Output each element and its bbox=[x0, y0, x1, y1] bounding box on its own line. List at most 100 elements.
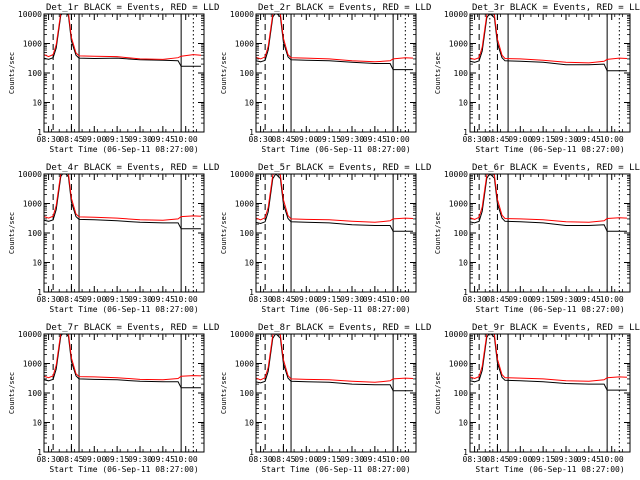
x-tick-label: 09:45 bbox=[151, 135, 175, 144]
x-tick-label: 09:00 bbox=[294, 455, 318, 464]
series-events-line bbox=[256, 334, 413, 392]
x-tick-label: 09:30 bbox=[554, 135, 578, 144]
x-tick-label: 09:30 bbox=[554, 295, 578, 304]
y-tick-label: 10000 bbox=[18, 10, 42, 19]
x-tick-label: 09:15 bbox=[317, 295, 341, 304]
x-tick-label: 09:00 bbox=[294, 295, 318, 304]
y-tick-label: 100 bbox=[28, 389, 43, 398]
x-tick-label: 09:15 bbox=[531, 455, 555, 464]
y-tick-label: 10 bbox=[32, 259, 42, 268]
x-tick-label: 09:30 bbox=[340, 295, 364, 304]
y-tick-label: 1000 bbox=[449, 200, 468, 209]
x-tick-label: 09:30 bbox=[128, 455, 152, 464]
x-tick-label: 09:30 bbox=[340, 455, 364, 464]
x-tick-label: 09:15 bbox=[105, 455, 129, 464]
x-tick-label: 09:15 bbox=[531, 135, 555, 144]
panel-1: Det_1r BLACK = Events, RED = LLD 1 10 100 10… bbox=[8, 3, 219, 154]
y-axis-label: Counts/sec bbox=[220, 372, 228, 414]
panel-title: Det_6r BLACK = Events, RED = LLD bbox=[472, 163, 640, 173]
y-tick-label: 100 bbox=[240, 229, 255, 238]
x-tick-label: 09:45 bbox=[363, 455, 387, 464]
x-tick-label: 09:15 bbox=[531, 295, 555, 304]
x-tick-label: 09:00 bbox=[294, 135, 318, 144]
x-axis-label: Start Time (06-Sep-11 08:27:00) bbox=[261, 465, 410, 474]
y-tick-label: 1 bbox=[37, 128, 42, 137]
plot-frame bbox=[255, 13, 417, 133]
y-tick-label: 1 bbox=[463, 288, 468, 297]
x-tick-label: 09:00 bbox=[82, 295, 106, 304]
series-events-line bbox=[44, 334, 201, 389]
x-tick-label: 08:30 bbox=[37, 295, 61, 304]
y-tick-label: 1000 bbox=[235, 200, 254, 209]
x-tick-label: 10:00 bbox=[600, 135, 624, 144]
x-tick-label: 10:00 bbox=[174, 135, 198, 144]
panel-title: Det_5r BLACK = Events, RED = LLD bbox=[258, 163, 431, 173]
x-tick-label: 08:30 bbox=[463, 455, 487, 464]
x-tick-label: 08:45 bbox=[59, 455, 83, 464]
panel-7: Det_7r BLACK = Events, RED = LLD 1 10 100 10… bbox=[8, 323, 219, 474]
y-axis-label: Counts/sec bbox=[8, 212, 16, 254]
x-tick-label: 09:15 bbox=[105, 295, 129, 304]
x-axis-label: Start Time (06-Sep-11 08:27:00) bbox=[49, 465, 198, 474]
y-tick-label: 10 bbox=[458, 419, 468, 428]
panel-title: Det_1r BLACK = Events, RED = LLD bbox=[46, 3, 219, 13]
y-tick-label: 1000 bbox=[23, 200, 42, 209]
x-tick-label: 08:45 bbox=[59, 135, 83, 144]
series-lld-line bbox=[470, 334, 628, 382]
panel-6: Det_6r BLACK = Events, RED = LLD 1 10 100 10… bbox=[434, 163, 640, 314]
x-tick-label: 08:45 bbox=[271, 455, 295, 464]
y-tick-label: 10 bbox=[32, 419, 42, 428]
x-tick-label: 08:30 bbox=[463, 135, 487, 144]
x-tick-label: 09:30 bbox=[128, 295, 152, 304]
series-events-line bbox=[470, 334, 627, 391]
y-tick-label: 10 bbox=[458, 99, 468, 108]
plot-frame bbox=[255, 173, 417, 293]
x-tick-label: 09:15 bbox=[105, 135, 129, 144]
x-tick-label: 08:45 bbox=[271, 295, 295, 304]
y-tick-label: 1 bbox=[249, 288, 254, 297]
plot-frame bbox=[255, 333, 417, 453]
series-events-line bbox=[44, 174, 201, 230]
x-tick-label: 08:30 bbox=[249, 295, 273, 304]
y-tick-label: 100 bbox=[28, 69, 43, 78]
x-tick-label: 08:45 bbox=[485, 295, 509, 304]
x-tick-label: 08:45 bbox=[485, 455, 509, 464]
y-axis-label: Counts/sec bbox=[8, 52, 16, 94]
y-tick-label: 10 bbox=[244, 259, 254, 268]
y-tick-label: 10000 bbox=[444, 330, 468, 339]
y-tick-label: 1 bbox=[37, 288, 42, 297]
y-tick-label: 100 bbox=[454, 389, 469, 398]
y-tick-label: 10 bbox=[32, 99, 42, 108]
x-tick-label: 08:30 bbox=[463, 295, 487, 304]
x-axis-label: Start Time (06-Sep-11 08:27:00) bbox=[261, 305, 410, 314]
x-tick-label: 10:00 bbox=[386, 295, 410, 304]
plot-frame bbox=[43, 13, 205, 133]
x-tick-label: 09:45 bbox=[577, 295, 601, 304]
y-tick-label: 10000 bbox=[230, 330, 254, 339]
series-events-line bbox=[256, 174, 413, 232]
plot-frame bbox=[469, 173, 631, 293]
y-tick-label: 1000 bbox=[23, 360, 42, 369]
y-tick-label: 10000 bbox=[444, 170, 468, 179]
y-tick-label: 10000 bbox=[444, 10, 468, 19]
x-tick-label: 10:00 bbox=[600, 455, 624, 464]
y-tick-label: 10 bbox=[458, 259, 468, 268]
x-tick-label: 10:00 bbox=[386, 135, 410, 144]
plot-frame bbox=[43, 173, 205, 293]
y-axis-label: Counts/sec bbox=[434, 212, 442, 254]
y-axis-label: Counts/sec bbox=[8, 372, 16, 414]
x-axis-label: Start Time (06-Sep-11 08:27:00) bbox=[49, 305, 198, 314]
series-events-line bbox=[256, 14, 413, 71]
x-tick-label: 08:30 bbox=[249, 455, 273, 464]
x-tick-label: 08:30 bbox=[37, 455, 61, 464]
y-tick-label: 100 bbox=[240, 389, 255, 398]
y-axis-label: Counts/sec bbox=[220, 52, 228, 94]
y-tick-label: 1 bbox=[249, 128, 254, 137]
plot-frame bbox=[43, 333, 205, 453]
x-axis-label: Start Time (06-Sep-11 08:27:00) bbox=[475, 465, 624, 474]
x-tick-label: 09:00 bbox=[82, 455, 106, 464]
x-axis-label: Start Time (06-Sep-11 08:27:00) bbox=[261, 145, 410, 154]
series-lld-line bbox=[44, 174, 202, 221]
panel-title: Det_2r BLACK = Events, RED = LLD bbox=[258, 3, 431, 13]
x-tick-label: 10:00 bbox=[600, 295, 624, 304]
